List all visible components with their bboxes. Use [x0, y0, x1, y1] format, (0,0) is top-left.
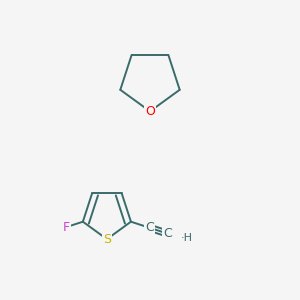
Text: ·H: ·H: [181, 233, 193, 243]
Text: C: C: [163, 227, 172, 240]
Text: C: C: [145, 221, 154, 234]
Text: O: O: [145, 105, 155, 118]
Text: F: F: [63, 220, 70, 233]
Text: S: S: [103, 233, 111, 246]
